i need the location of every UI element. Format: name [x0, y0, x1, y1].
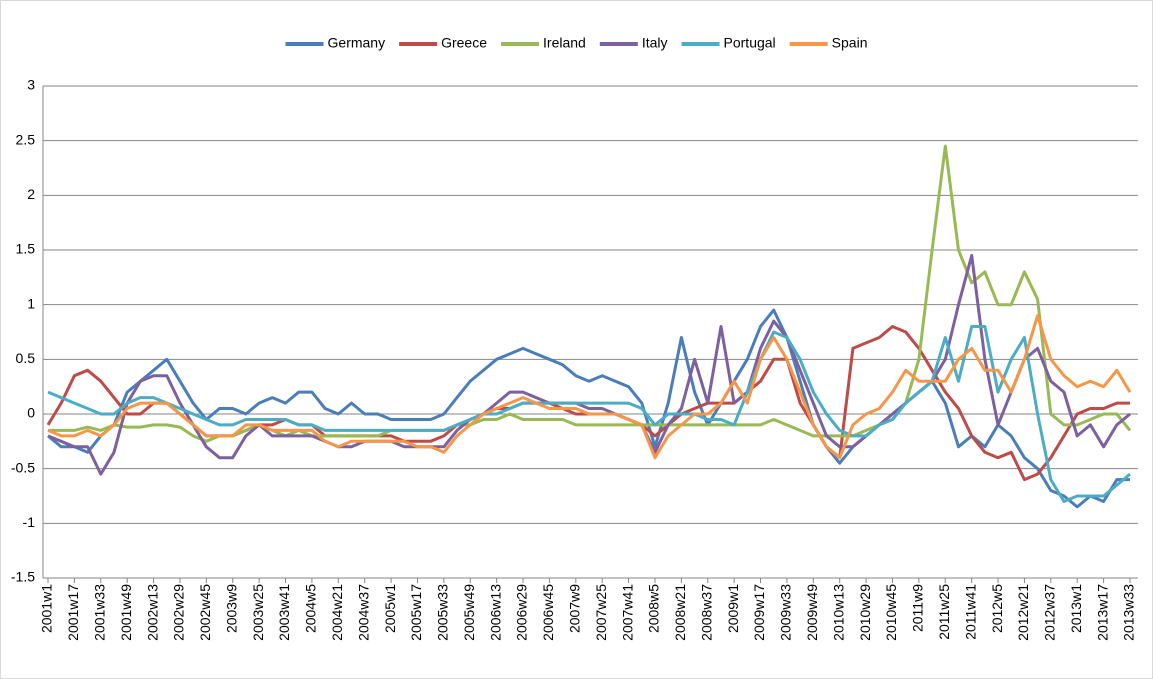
x-tick-label: 2013w33 — [1121, 584, 1137, 641]
y-tick-label: 3 — [27, 77, 35, 93]
y-tick-label: -1 — [23, 514, 36, 530]
x-tick-label: 2009w49 — [804, 584, 820, 641]
legend-label: Portugal — [724, 35, 776, 51]
y-tick-label: -1.5 — [11, 569, 35, 585]
x-tick-label: 2009w1 — [725, 584, 741, 633]
x-tick-label: 2003w25 — [250, 584, 266, 641]
x-tick-label: 2008w5 — [646, 584, 662, 633]
series-line — [47, 308, 1130, 509]
x-tick-label: 2011w41 — [962, 584, 978, 640]
legend-label: Spain — [832, 35, 868, 51]
series-line — [47, 314, 1132, 460]
x-tick-label: 2011w25 — [936, 584, 952, 640]
y-tick-label: 0 — [27, 405, 35, 421]
legend-label: Ireland — [543, 35, 586, 51]
x-tick-label: 2004w37 — [355, 584, 371, 641]
x-tick-label: 2012w21 — [1015, 584, 1031, 641]
x-tick-label: 2003w41 — [276, 584, 292, 641]
x-tick-label: 2013w1 — [1068, 584, 1084, 633]
x-tick-label: 2002w29 — [171, 584, 187, 641]
x-tick-label: 2007w41 — [619, 584, 635, 641]
series-line — [47, 254, 1131, 476]
x-tick-label: 2006w45 — [540, 584, 556, 641]
x-tick-label: 2005w17 — [408, 584, 424, 641]
y-tick-label: 2.5 — [16, 131, 36, 147]
y-tick-label: 1 — [27, 295, 35, 311]
x-tick-label: 2013w17 — [1094, 584, 1110, 641]
x-tick-label: 2010w29 — [857, 584, 873, 641]
x-tick-label: 2012w5 — [989, 584, 1005, 633]
x-tick-label: 2002w13 — [144, 584, 160, 641]
x-tick-label: 2008w21 — [672, 584, 688, 641]
x-tick-label: 2006w13 — [487, 584, 503, 641]
y-tick-label: 1.5 — [16, 241, 36, 257]
series-line — [47, 325, 1131, 503]
x-tick-label: 2007w9 — [567, 584, 583, 633]
x-tick-label: 2012w37 — [1042, 584, 1058, 641]
x-tick-label: 2004w21 — [329, 584, 345, 641]
x-tick-label: 2001w17 — [65, 584, 81, 641]
x-tick-label: 2004w5 — [303, 584, 319, 633]
x-tick-label: 2005w33 — [435, 584, 451, 641]
y-tick-label: 2 — [27, 186, 35, 202]
legend: Germany Greece Ireland Italy Portugal Spain — [285, 35, 868, 51]
x-tick-label: 2001w1 — [39, 584, 55, 633]
y-tick-label: -0.5 — [11, 459, 35, 475]
x-tick-label: 2011w9 — [910, 584, 926, 632]
x-tick-label: 2010w45 — [883, 584, 899, 641]
x-tick-label: 2009w33 — [778, 584, 794, 641]
legend-label: Greece — [441, 35, 487, 51]
x-tick-label: 2002w45 — [197, 584, 213, 641]
x-tick-label: 2006w29 — [514, 584, 530, 641]
x-tick-label: 2008w37 — [698, 584, 714, 641]
x-tick-label: 2009w17 — [751, 584, 767, 641]
x-tick-label: 2007w25 — [593, 584, 609, 641]
x-tick-label: 2005w49 — [461, 584, 477, 641]
y-tick-label: 0.5 — [16, 350, 36, 366]
x-tick-label: 2003w9 — [223, 584, 239, 633]
x-tick-label: 2001w49 — [118, 584, 134, 641]
x-tick-label: 2010w13 — [830, 584, 846, 641]
x-tick-label: 2001w33 — [91, 584, 107, 641]
x-tick-label: 2005w1 — [382, 584, 398, 633]
legend-label: Germany — [328, 35, 386, 51]
legend-label: Italy — [642, 35, 668, 51]
